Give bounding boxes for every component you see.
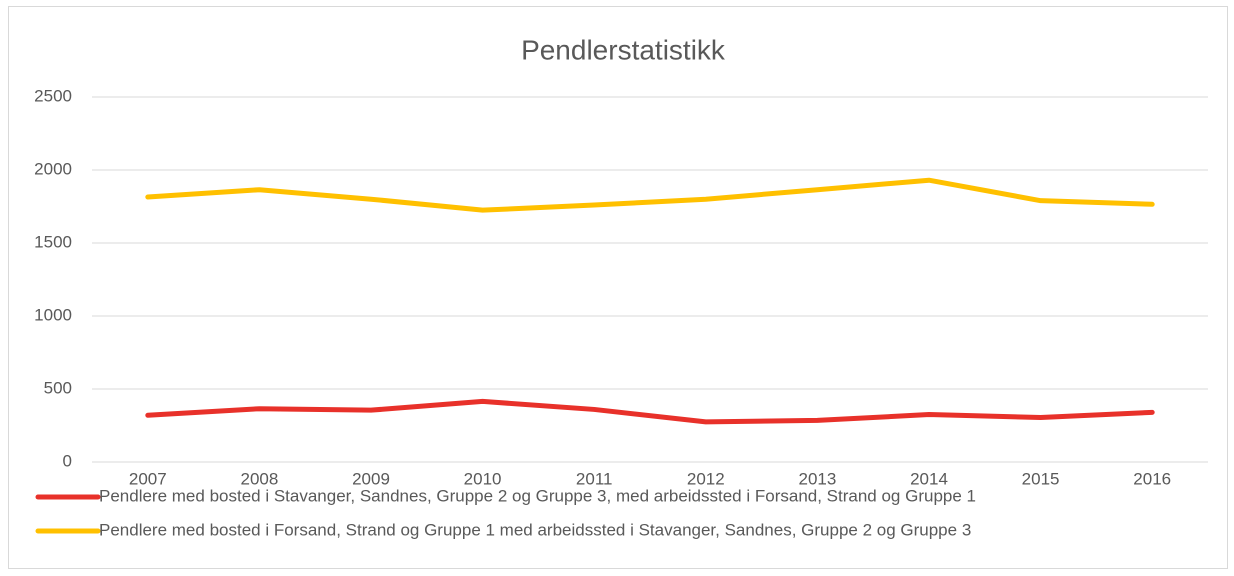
- x-tick-label: 2007: [129, 469, 167, 488]
- x-tick-label: 2012: [687, 469, 725, 488]
- y-tick-label: 2000: [34, 159, 72, 178]
- x-tick-label: 2016: [1133, 469, 1171, 488]
- x-tick-label: 2013: [798, 469, 836, 488]
- chart-frame: [8, 6, 1228, 569]
- x-tick-label: 2010: [464, 469, 502, 488]
- data-line: [145, 177, 1155, 213]
- x-tick-label: 2011: [576, 469, 613, 488]
- x-tick-label: 2015: [1022, 469, 1060, 488]
- y-tick-label: 2500: [34, 86, 72, 105]
- chart-title: Pendlerstatistikk: [521, 34, 726, 65]
- legend-label: Pendlere med bosted i Forsand, Strand og…: [99, 520, 971, 539]
- data-line: [145, 398, 1155, 425]
- legend-label: Pendlere med bosted i Stavanger, Sandnes…: [99, 486, 976, 505]
- x-tick-label: 2014: [910, 469, 948, 488]
- y-tick-label: 0: [63, 451, 72, 470]
- y-tick-label: 1500: [34, 232, 72, 251]
- y-tick-label: 500: [44, 378, 72, 397]
- y-tick-label: 1000: [34, 305, 72, 324]
- x-tick-label: 2009: [352, 469, 390, 488]
- x-tick-label: 2008: [240, 469, 278, 488]
